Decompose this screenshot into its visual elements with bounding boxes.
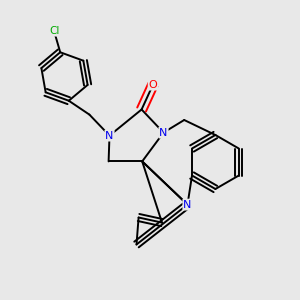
Text: O: O	[148, 80, 158, 90]
Text: N: N	[105, 130, 114, 141]
Text: N: N	[183, 200, 192, 210]
Text: N: N	[159, 128, 168, 138]
Text: Cl: Cl	[50, 26, 60, 36]
